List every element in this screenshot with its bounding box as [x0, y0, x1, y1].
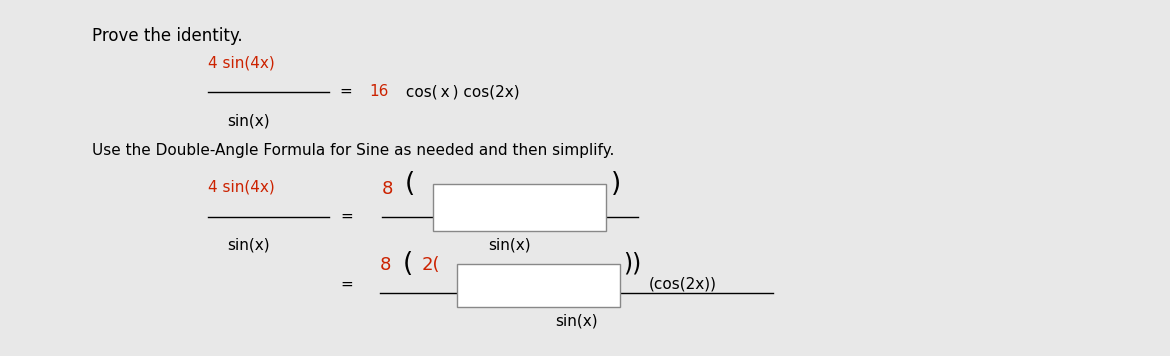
Text: 4 sin(4x): 4 sin(4x): [208, 55, 275, 70]
Text: (: (: [402, 251, 413, 277]
Text: sin(x): sin(x): [227, 113, 270, 128]
Text: sin(x): sin(x): [555, 314, 598, 329]
Text: =: =: [339, 209, 352, 224]
Text: =: =: [339, 276, 352, 291]
Bar: [380, 349, 532, 356]
Bar: [456, 264, 620, 307]
Text: )): )): [624, 252, 641, 276]
Text: Prove the identity.: Prove the identity.: [92, 27, 243, 45]
Text: sin(x): sin(x): [489, 237, 531, 252]
Text: (cos(2x)): (cos(2x)): [648, 276, 716, 291]
Text: sin(x): sin(x): [227, 237, 270, 252]
Text: 16: 16: [370, 84, 388, 99]
Text: 8: 8: [380, 256, 391, 274]
Text: =: =: [339, 84, 356, 99]
Text: (: (: [405, 172, 415, 198]
Text: 2(: 2(: [422, 256, 441, 274]
Text: 8: 8: [381, 180, 393, 198]
Bar: [433, 184, 606, 231]
Text: =: =: [339, 352, 352, 356]
Text: cos( x ) cos(2x): cos( x ) cos(2x): [401, 84, 519, 99]
Text: 4 sin(4x): 4 sin(4x): [208, 179, 275, 194]
Text: Use the Double-Angle Formula for Sine as needed and then simplify.: Use the Double-Angle Formula for Sine as…: [92, 143, 614, 158]
Text: ): ): [611, 172, 621, 198]
